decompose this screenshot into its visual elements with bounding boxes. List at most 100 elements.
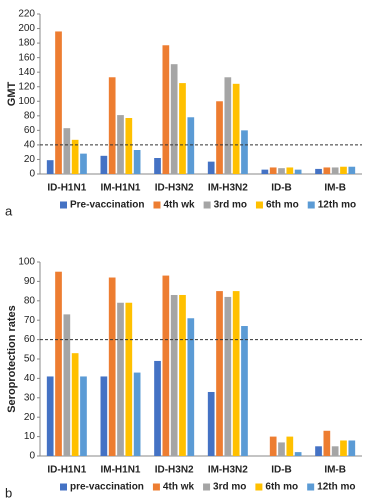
- bar: [170, 294, 178, 456]
- bar: [232, 291, 240, 456]
- bar: [55, 271, 62, 456]
- y-tick-label: 80: [24, 110, 36, 121]
- y-tick-label: 0: [29, 169, 35, 180]
- bar: [187, 318, 195, 456]
- bar: [207, 161, 215, 174]
- legend-label: 12th mo: [317, 482, 355, 493]
- bar: [179, 294, 186, 456]
- bar: [63, 314, 71, 456]
- bar: [55, 31, 62, 175]
- legend-marker: [307, 201, 315, 209]
- bar: [261, 169, 269, 174]
- y-tick-label: 100: [18, 257, 35, 268]
- x-tick-label: ID-H1N1: [47, 183, 86, 194]
- bar: [232, 83, 240, 174]
- y-tick-label: 50: [24, 354, 36, 365]
- bar: [340, 166, 347, 174]
- bar: [340, 440, 347, 456]
- bar: [294, 452, 302, 456]
- bar: [108, 77, 116, 174]
- y-tick-label: 30: [24, 392, 36, 403]
- panel-label: b: [5, 485, 12, 500]
- legend-marker: [255, 483, 263, 491]
- y-tick-label: 140: [18, 67, 35, 78]
- bar: [331, 167, 339, 174]
- bar: [170, 64, 178, 174]
- bar: [323, 167, 331, 174]
- legend-marker: [60, 483, 67, 491]
- bar: [187, 117, 195, 174]
- x-tick-label: IM-H1N1: [100, 465, 140, 476]
- bar: [207, 391, 215, 456]
- bar: [154, 360, 161, 456]
- x-tick-label: IM-H1N1: [100, 183, 140, 194]
- y-tick-label: 20: [24, 154, 36, 165]
- legend-label: 4th wk: [163, 482, 195, 493]
- y-tick-label: 160: [18, 52, 35, 63]
- bar: [162, 45, 170, 174]
- bar: [63, 128, 71, 174]
- y-tick-label: 80: [24, 295, 36, 306]
- legend-label: 6th mo: [266, 200, 299, 211]
- bar: [216, 101, 223, 174]
- legend-label: 4th wk: [163, 200, 195, 211]
- y-tick-label: 70: [24, 315, 36, 326]
- x-tick-label: IM-H3N2: [208, 183, 248, 194]
- x-tick-label: ID-H1N1: [47, 465, 86, 476]
- y-tick-label: 60: [24, 334, 36, 345]
- y-tick-label: 120: [18, 81, 35, 92]
- y-tick-label: 200: [18, 23, 35, 34]
- bar: [315, 446, 322, 456]
- bar: [348, 166, 356, 174]
- x-tick-label: IM-B: [324, 465, 346, 476]
- bar: [71, 139, 79, 174]
- y-tick-label: 60: [24, 125, 36, 136]
- legend-label: pre-vaccination: [70, 482, 144, 493]
- bar: [216, 291, 223, 456]
- y-tick-label: 180: [18, 38, 35, 49]
- y-tick-label: 40: [24, 373, 36, 384]
- bar: [323, 430, 331, 456]
- bar: [331, 446, 339, 456]
- y-tick-label: 10: [24, 431, 36, 442]
- bar: [46, 160, 54, 174]
- y-axis-label: GMT: [6, 82, 18, 107]
- x-tick-label: IM-B: [324, 183, 346, 194]
- y-tick-label: 0: [29, 451, 35, 462]
- legend-marker: [153, 201, 161, 209]
- bar: [133, 372, 141, 456]
- bar: [241, 326, 248, 456]
- y-tick-label: 220: [18, 9, 35, 20]
- bar: [224, 77, 232, 174]
- bar: [278, 442, 285, 456]
- bar: [133, 150, 141, 174]
- bar: [269, 167, 277, 174]
- y-tick-label: 100: [18, 96, 35, 107]
- legend-label: 3rd mo: [213, 482, 246, 493]
- bar: [278, 168, 285, 174]
- legend-marker: [152, 483, 160, 491]
- legend-marker: [60, 201, 67, 209]
- bar: [179, 83, 186, 174]
- legend-marker: [203, 483, 211, 491]
- x-tick-label: ID-H3N2: [155, 183, 194, 194]
- bar: [224, 296, 232, 456]
- bar: [80, 376, 87, 456]
- bar: [315, 168, 322, 174]
- legend-label: 6th mo: [265, 482, 298, 493]
- legend-marker: [255, 201, 263, 209]
- bar: [154, 158, 161, 174]
- bar: [125, 302, 133, 456]
- bar: [80, 153, 87, 174]
- bar: [294, 169, 302, 174]
- bar: [286, 436, 294, 456]
- bar: [241, 130, 248, 174]
- legend-label: 3rd mo: [214, 200, 247, 211]
- bar: [286, 167, 294, 174]
- y-tick-label: 20: [24, 412, 36, 423]
- bar: [46, 376, 54, 456]
- y-axis-label: Seroprotection rates: [6, 305, 18, 413]
- x-tick-label: ID-H3N2: [155, 465, 194, 476]
- bar: [162, 275, 170, 456]
